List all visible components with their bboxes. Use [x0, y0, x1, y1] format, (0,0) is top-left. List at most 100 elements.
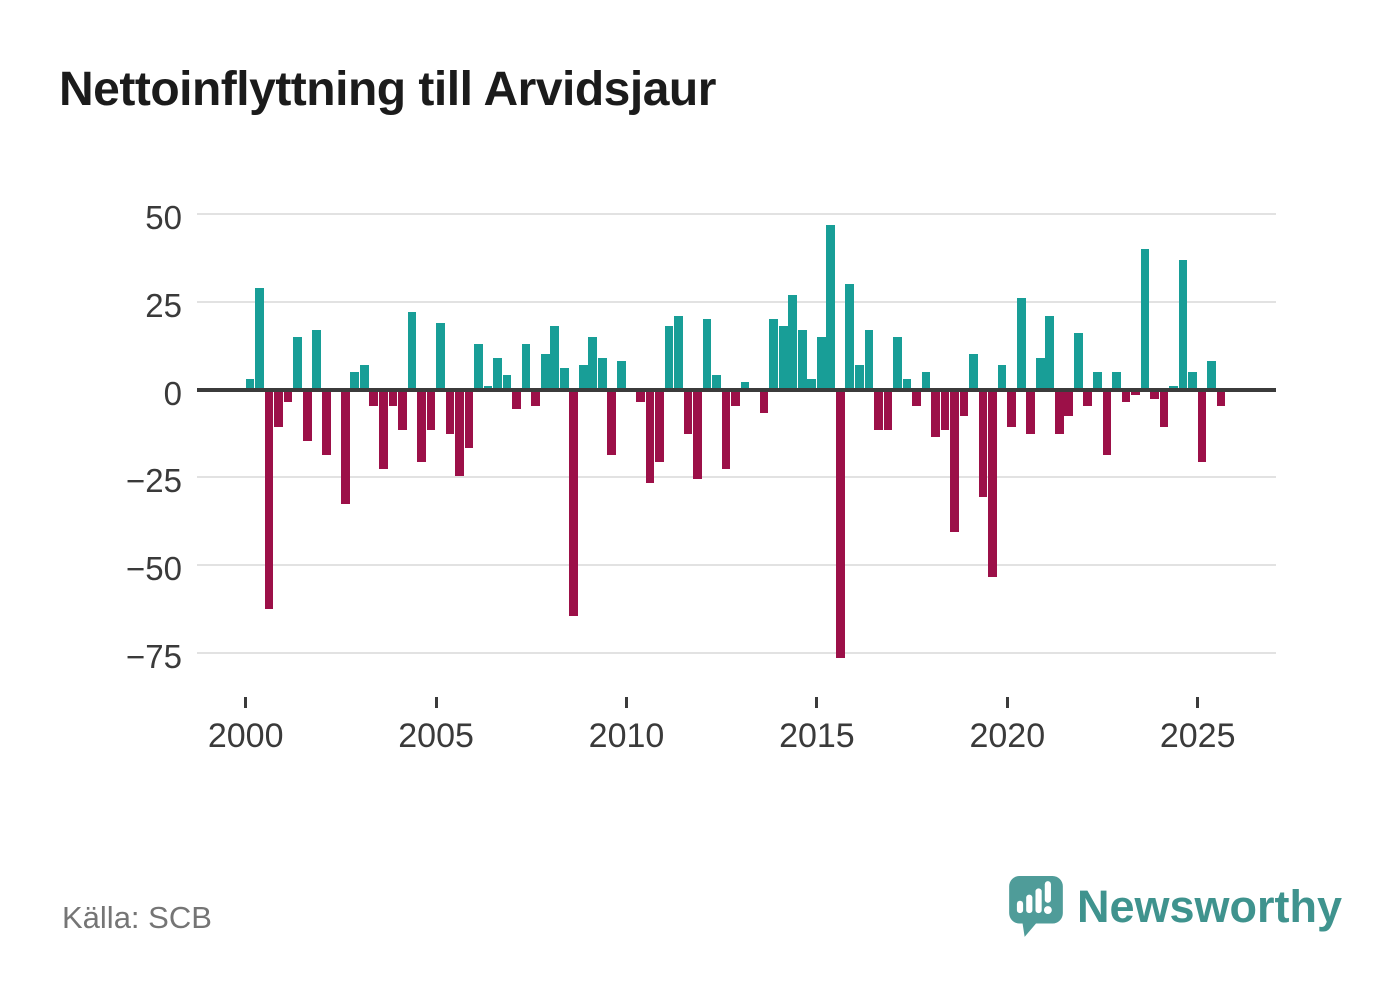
bar: [864, 329, 874, 392]
bar: [674, 315, 683, 392]
newsworthy-logo-text: Newsworthy: [1077, 881, 1343, 932]
y-tick-label-25: 25: [145, 286, 182, 324]
bar: [559, 368, 569, 392]
gridline-50: [197, 213, 1276, 216]
bar: [921, 371, 931, 392]
zero-axis-line: [197, 387, 1276, 392]
source-label: Källa: SCB: [62, 900, 212, 935]
bar: [359, 364, 369, 392]
bar: [997, 364, 1007, 392]
bar: [712, 375, 721, 392]
bar: [931, 389, 940, 438]
y-tick-label--75: −75: [126, 637, 182, 675]
bar: [436, 322, 445, 392]
x-tick-label-2000: 2000: [207, 717, 284, 755]
bar: [340, 389, 350, 504]
bar: [721, 389, 731, 469]
bar: [1159, 389, 1169, 427]
bar: [740, 382, 750, 392]
bar: [845, 284, 855, 392]
bar: [426, 389, 436, 431]
bar: [417, 389, 426, 462]
bar: [1197, 389, 1207, 462]
y-tick-label--50: −50: [126, 549, 182, 587]
bar: [1140, 249, 1150, 392]
bar: [1045, 315, 1055, 392]
bar: [474, 343, 483, 392]
bar: [1073, 333, 1083, 392]
bar: [835, 389, 845, 658]
bar: [578, 364, 588, 392]
bar: [1102, 389, 1112, 455]
bar: [1178, 259, 1188, 392]
bar: [264, 389, 274, 609]
bar: [1092, 371, 1102, 392]
bar: [321, 389, 331, 455]
gridline--25: [197, 476, 1276, 479]
bar: [1188, 371, 1197, 392]
bar: [588, 336, 598, 392]
x-tick-label-2025: 2025: [1159, 717, 1236, 755]
bar: [1035, 357, 1045, 392]
bar: [1121, 389, 1131, 403]
bar: [540, 354, 550, 392]
bar: [1216, 389, 1226, 406]
x-tick-label-2010: 2010: [588, 717, 665, 755]
bar: [854, 364, 864, 392]
bar: [816, 336, 826, 392]
bar: [350, 371, 360, 392]
bar: [959, 389, 969, 417]
newsworthy-logo: Newsworthy: [1009, 876, 1342, 940]
chart-title: Nettoinflyttning till Arvidsjaur: [59, 63, 716, 116]
bar: [645, 389, 655, 483]
bar: [788, 294, 798, 392]
bar: [693, 389, 702, 480]
bar: [702, 319, 712, 392]
y-tick-label-50: 50: [145, 199, 182, 237]
bar: [636, 389, 645, 403]
bar: [369, 389, 379, 406]
bar: [274, 389, 283, 427]
bar: [445, 389, 455, 434]
bar: [683, 389, 693, 434]
bar: [616, 361, 626, 392]
bar: [883, 389, 893, 431]
bar: [1112, 371, 1121, 392]
bar: [607, 389, 617, 455]
bar: [807, 378, 817, 392]
bar: [940, 389, 950, 431]
gridline--75: [197, 651, 1276, 654]
bar: [531, 389, 540, 406]
bar: [759, 389, 769, 413]
bar: [893, 336, 902, 392]
bar: [455, 389, 464, 476]
bar: [502, 375, 512, 392]
bar: [255, 287, 264, 392]
bar: [778, 326, 788, 392]
bar: [1083, 389, 1093, 406]
bar: [283, 389, 293, 403]
bar: [902, 378, 912, 392]
bar: [407, 312, 417, 392]
bar: [950, 389, 959, 532]
bar: [388, 389, 398, 406]
bar: [597, 357, 607, 392]
bar: [1026, 389, 1036, 434]
bar: [797, 329, 807, 392]
bar: [912, 389, 921, 406]
x-tick-mark-2020: [1005, 697, 1009, 708]
x-tick-label-2015: 2015: [779, 717, 855, 755]
bar: [664, 326, 674, 392]
newsworthy-logo-icon: [1009, 876, 1063, 937]
bar: [1054, 389, 1064, 434]
bar: [655, 389, 664, 462]
y-tick-label-0: 0: [163, 374, 182, 412]
bar: [1207, 361, 1216, 392]
bar: [1131, 389, 1140, 395]
bar: [826, 224, 836, 392]
plot-area: [197, 195, 1276, 715]
bar: [1150, 389, 1159, 399]
x-tick-mark-2015: [815, 697, 819, 708]
bar: [731, 389, 740, 406]
bar: [1016, 298, 1026, 392]
